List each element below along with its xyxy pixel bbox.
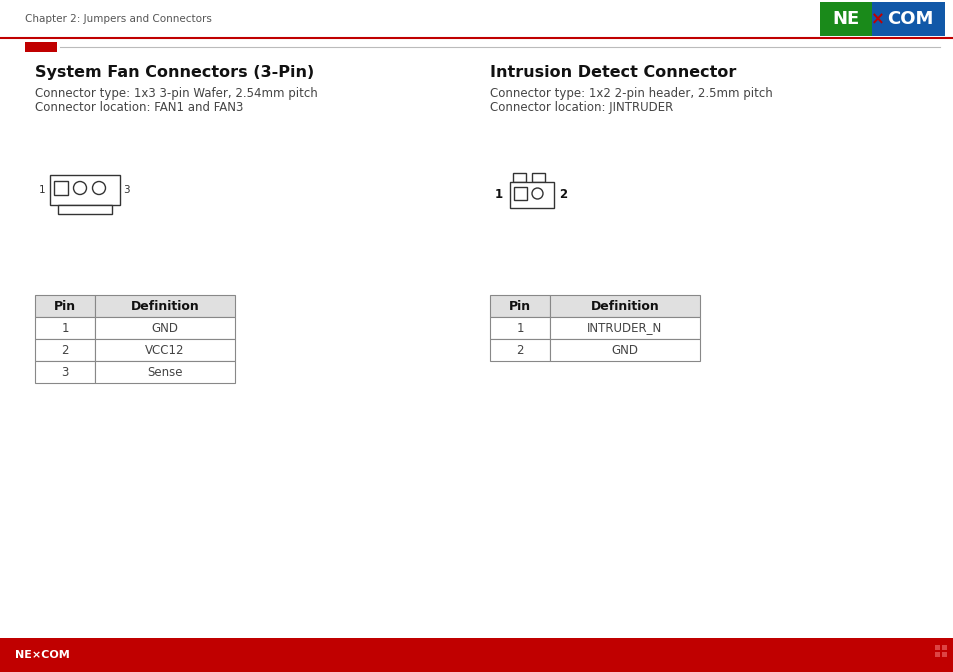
Text: Connector location: FAN1 and FAN3: Connector location: FAN1 and FAN3 [35, 101, 243, 114]
Bar [820, 2, 871, 36]
Bar [25, 42, 57, 52]
Text: ×: × [870, 10, 884, 28]
Bar [35, 361, 95, 383]
Text: Chapter 2: Jumpers and Connectors: Chapter 2: Jumpers and Connectors [25, 14, 212, 24]
Text: NE×COM: NE×COM [15, 650, 70, 660]
Text: 1: 1 [38, 185, 45, 195]
Bar [95, 361, 234, 383]
Bar [490, 317, 550, 339]
Text: COM: COM [886, 10, 932, 28]
Text: Connector location: JINTRUDER: Connector location: JINTRUDER [490, 101, 673, 114]
Bar [934, 645, 939, 650]
Bar [934, 652, 939, 657]
Text: 1: 1 [61, 321, 69, 335]
Bar [35, 339, 95, 361]
Text: GND: GND [611, 343, 638, 357]
Circle shape [532, 188, 542, 199]
Text: Pin: Pin [508, 300, 531, 312]
Text: System Fan Connectors (3-Pin): System Fan Connectors (3-Pin) [35, 65, 314, 80]
Text: Definition: Definition [131, 300, 199, 312]
Bar [510, 182, 554, 208]
Bar [95, 339, 234, 361]
Text: Pin: Pin [54, 300, 76, 312]
Bar [490, 295, 550, 317]
Text: 1: 1 [495, 189, 502, 202]
Text: 2: 2 [61, 343, 69, 357]
Text: Sense: Sense [147, 366, 183, 378]
Text: Connector type: 1x2 2-pin header, 2.5mm pitch: Connector type: 1x2 2-pin header, 2.5mm … [490, 87, 772, 100]
Text: 2: 2 [516, 343, 523, 357]
Bar [58, 205, 112, 214]
Bar [941, 645, 946, 650]
Text: 3: 3 [61, 366, 69, 378]
Bar [550, 295, 700, 317]
Bar [532, 173, 544, 182]
Bar [0, 0, 953, 38]
Text: 3: 3 [123, 185, 130, 195]
Text: NE: NE [832, 10, 859, 28]
Text: Connector type: 1x3 3-pin Wafer, 2.54mm pitch: Connector type: 1x3 3-pin Wafer, 2.54mm … [35, 87, 317, 100]
Bar [95, 317, 234, 339]
Bar [490, 339, 550, 361]
Bar [0, 638, 953, 672]
Text: 2: 2 [558, 189, 566, 202]
Bar [50, 175, 120, 205]
Text: Definition: Definition [590, 300, 659, 312]
Circle shape [92, 181, 106, 194]
Text: Intrusion Detect Connector: Intrusion Detect Connector [490, 65, 736, 80]
Circle shape [73, 181, 87, 194]
Bar [820, 2, 944, 36]
Bar [35, 317, 95, 339]
Text: VCC12: VCC12 [145, 343, 185, 357]
Text: GND: GND [152, 321, 178, 335]
Bar [550, 339, 700, 361]
Bar [514, 187, 526, 200]
Bar [941, 652, 946, 657]
Bar [35, 295, 95, 317]
Bar [513, 173, 525, 182]
Bar [54, 181, 68, 195]
Bar [550, 317, 700, 339]
Text: INTRUDER_N: INTRUDER_N [587, 321, 662, 335]
Text: 1: 1 [516, 321, 523, 335]
Bar [95, 295, 234, 317]
